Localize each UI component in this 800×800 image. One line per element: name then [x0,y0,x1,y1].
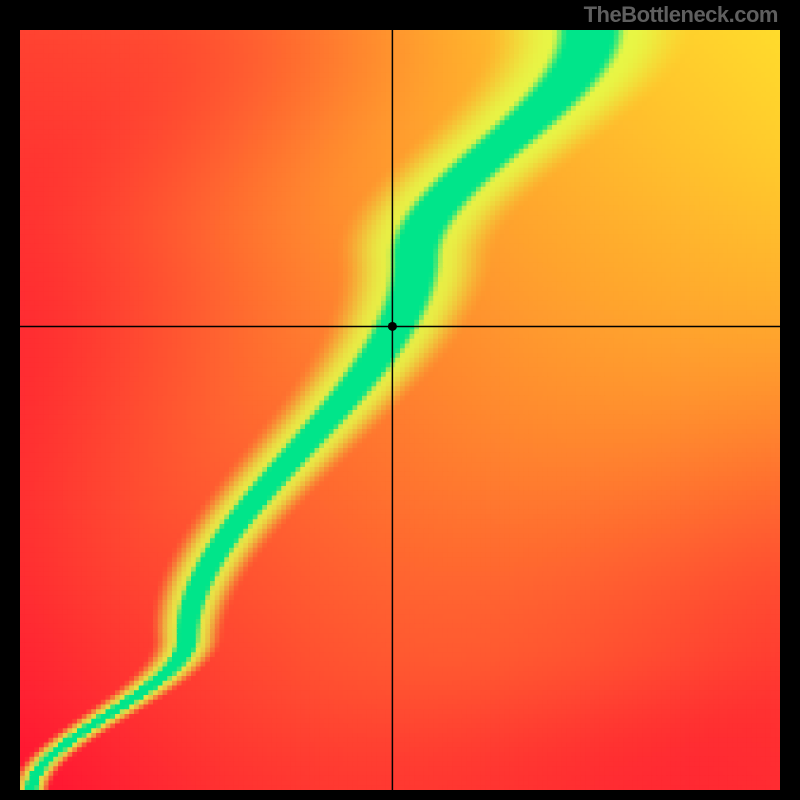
heatmap-canvas [20,30,780,790]
plot-area [20,30,780,790]
watermark-text: TheBottleneck.com [584,2,778,28]
frame: TheBottleneck.com [0,0,800,800]
